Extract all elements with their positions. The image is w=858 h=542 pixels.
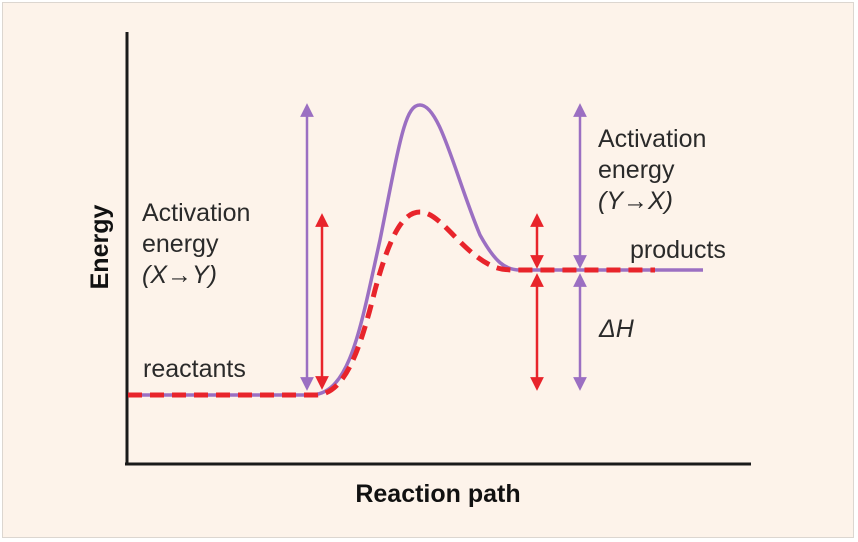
reverse-activation-label-line1: Activation (598, 125, 706, 153)
forward-activation-label-line3: (X→Y) (142, 261, 217, 289)
forward-activation-label-line2: energy (142, 230, 219, 258)
catalyzed-curve (128, 209, 655, 398)
y-axis-title: Energy (86, 205, 114, 290)
forward-activation-label-line1: Activation (142, 199, 250, 227)
reactants-label: reactants (143, 355, 246, 383)
reverse-activation-label-line2: energy (598, 156, 675, 184)
products-label: products (630, 236, 726, 264)
x-axis-title: Reaction path (355, 480, 520, 508)
delta-h-label: ΔH (598, 315, 635, 343)
reverse-activation-label-line3: (Y→X) (598, 187, 673, 215)
uncatalyzed-curve (128, 103, 703, 397)
